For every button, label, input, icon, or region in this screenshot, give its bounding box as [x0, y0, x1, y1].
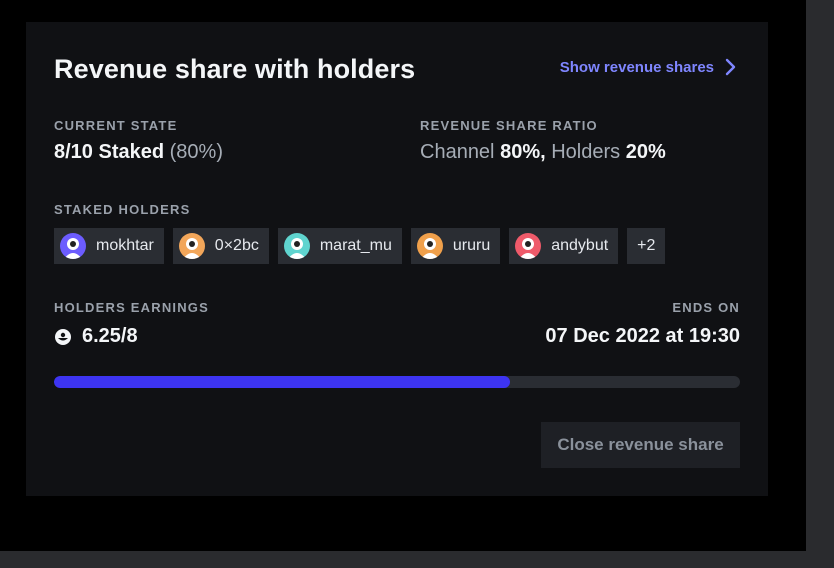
revenue-share-ratio-section: REVENUE SHARE RATIO Channel 80%, Holders… — [420, 118, 666, 164]
avatar — [60, 233, 86, 259]
holder-chip-list: mokhtar 0×2bc marat_mu ururu — [54, 228, 666, 264]
ratio-value: Channel 80%, Holders 20% — [420, 141, 666, 164]
staked-percent: (80%) — [169, 141, 223, 163]
joystream-token-icon — [55, 328, 71, 345]
chevron-right-icon — [725, 58, 736, 76]
avatar — [515, 233, 542, 259]
current-state-label: CURRENT STATE — [54, 118, 178, 133]
holder-chip-0x2bc[interactable]: 0×2bc — [172, 228, 269, 264]
holders-earnings-label: HOLDERS EARNINGS — [54, 300, 209, 315]
holder-name: mokhtar — [96, 237, 154, 254]
progress-fill — [54, 376, 511, 388]
holders-label: Holders — [551, 141, 621, 163]
avatar — [416, 233, 443, 259]
card-title: Revenue share with holders — [54, 54, 416, 84]
staked-count: 8/10 Staked — [54, 141, 165, 163]
holder-name: marat_mu — [319, 237, 392, 254]
earnings-row: 6.25/8 — [54, 325, 209, 348]
staked-holders-label: STAKED HOLDERS — [54, 202, 191, 217]
holder-chip-marat-mu[interactable]: marat_mu — [277, 228, 402, 264]
ends-on-section: ENDS ON 07 Dec 2022 at 19:30 — [545, 300, 740, 348]
current-state-section: CURRENT STATE 8/10 Staked (80%) — [54, 118, 223, 164]
channel-value: 80%, — [500, 141, 546, 163]
channel-label: Channel — [420, 141, 495, 163]
show-revenue-shares-label: Show revenue shares — [559, 58, 714, 76]
current-state-value: 8/10 Staked (80%) — [54, 141, 223, 164]
holder-chip-mokhtar[interactable]: mokhtar — [54, 228, 164, 264]
avatar — [178, 233, 205, 259]
holder-chip-andybut[interactable]: andybut — [509, 228, 619, 264]
holder-name: andybut — [551, 237, 609, 254]
avatar — [283, 233, 310, 259]
revenue-share-card: Revenue share with holders Show revenue … — [26, 22, 768, 496]
close-revenue-share-button[interactable]: Close revenue share — [541, 422, 740, 468]
more-holders-chip[interactable]: +2 — [627, 228, 666, 264]
holders-earnings-section: HOLDERS EARNINGS 6.25/8 — [54, 300, 209, 348]
holder-name: ururu — [452, 237, 491, 254]
revenue-share-progress-bar — [54, 376, 740, 388]
holders-value: 20% — [625, 141, 666, 163]
holder-chip-ururu[interactable]: ururu — [410, 228, 501, 264]
holders-earnings-value: 6.25/8 — [82, 325, 138, 347]
show-revenue-shares-link[interactable]: Show revenue shares — [560, 58, 738, 76]
ratio-label: REVENUE SHARE RATIO — [420, 118, 598, 133]
ends-on-label: ENDS ON — [672, 300, 740, 315]
holder-name: 0×2bc — [214, 237, 259, 254]
ends-on-value: 07 Dec 2022 at 19:30 — [545, 325, 740, 347]
staked-holders-section: STAKED HOLDERS mokhtar 0×2bc marat_mu — [54, 202, 666, 264]
